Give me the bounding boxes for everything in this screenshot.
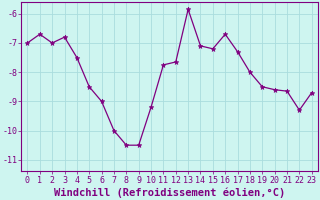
X-axis label: Windchill (Refroidissement éolien,°C): Windchill (Refroidissement éolien,°C)	[54, 187, 285, 198]
